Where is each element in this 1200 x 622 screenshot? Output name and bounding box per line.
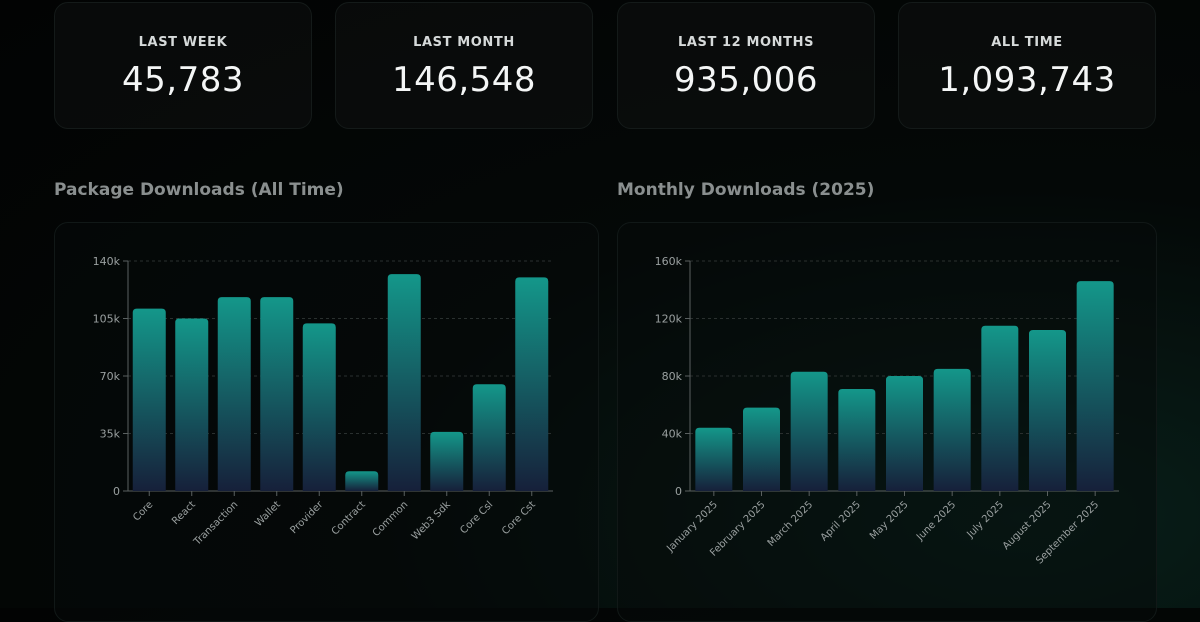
x-tick-label: Transaction	[191, 499, 240, 548]
x-tick-label: March 2025	[766, 499, 816, 549]
stat-value: 45,783	[122, 60, 244, 100]
stat-label: ALL TIME	[991, 35, 1063, 50]
bar[interactable]	[515, 277, 549, 491]
y-tick-label: 0	[675, 485, 682, 498]
bar[interactable]	[217, 297, 251, 491]
bar[interactable]	[695, 427, 733, 491]
stat-card-last-month: LAST MONTH 146,548	[335, 2, 593, 129]
stat-label: LAST MONTH	[413, 35, 515, 50]
x-tick-label: Provider	[288, 499, 326, 537]
chart-panel-package-downloads: 0 35k 70k 105k 140k Core React Transaction Walle…	[54, 222, 599, 622]
bar[interactable]	[838, 388, 876, 491]
bar[interactable]	[1076, 281, 1114, 491]
y-tick-label: 120k	[655, 313, 683, 326]
y-tick-label: 0	[113, 485, 120, 498]
x-tick-label: Wallet	[253, 499, 283, 529]
chart-title-monthly-downloads: Monthly Downloads (2025)	[617, 180, 875, 200]
y-tick-label: 35k	[100, 428, 121, 441]
bar[interactable]	[981, 325, 1019, 491]
stat-card-all-time: ALL TIME 1,093,743	[898, 2, 1156, 129]
x-tick-label: July 2025	[965, 499, 1006, 540]
y-tick-label: 70k	[100, 370, 121, 383]
x-tick-label: Contract	[330, 499, 368, 537]
bar[interactable]	[430, 431, 464, 491]
chart-title-package-downloads: Package Downloads (All Time)	[54, 180, 344, 200]
bar[interactable]	[1029, 330, 1066, 491]
stat-card-last-week: LAST WEEK 45,783	[54, 2, 312, 129]
x-tick-label: Core Cst	[500, 499, 538, 537]
stat-card-last-12-months: LAST 12 MONTHS 935,006	[617, 2, 875, 129]
y-tick-label: 40k	[662, 428, 683, 441]
x-tick-label: Common	[371, 499, 411, 539]
bar[interactable]	[175, 318, 209, 492]
bar[interactable]	[132, 308, 166, 491]
x-tick-label: April 2025	[819, 499, 863, 543]
bar[interactable]	[260, 297, 294, 491]
stat-label: LAST WEEK	[138, 35, 228, 50]
x-tick-label: Web3 Sdk	[410, 499, 453, 542]
y-tick-label: 160k	[655, 255, 683, 268]
stat-value: 146,548	[391, 60, 537, 100]
y-tick-label: 80k	[662, 370, 683, 383]
x-tick-label: React	[170, 499, 198, 527]
bar[interactable]	[472, 384, 506, 491]
bar[interactable]	[886, 376, 923, 491]
x-tick-label: June 2025	[914, 499, 958, 543]
bar[interactable]	[743, 407, 780, 491]
x-tick-label: May 2025	[868, 499, 911, 542]
x-tick-label: Core	[131, 499, 155, 523]
chart-panel-monthly-downloads: 0 40k 80k 120k 160k January 2025 February 2025…	[617, 222, 1157, 622]
x-tick-label: August 2025	[1001, 499, 1054, 552]
stat-value: 1,093,743	[938, 60, 1116, 100]
bar[interactable]	[302, 323, 336, 491]
bar[interactable]	[345, 471, 379, 491]
bar[interactable]	[387, 274, 421, 491]
y-tick-label: 105k	[93, 313, 121, 326]
stat-label: LAST 12 MONTHS	[677, 35, 815, 50]
x-tick-label: Core Csl	[458, 499, 495, 536]
stat-value: 935,006	[673, 60, 819, 100]
y-tick-label: 140k	[93, 255, 121, 268]
bar[interactable]	[933, 368, 971, 491]
bar[interactable]	[790, 371, 828, 491]
